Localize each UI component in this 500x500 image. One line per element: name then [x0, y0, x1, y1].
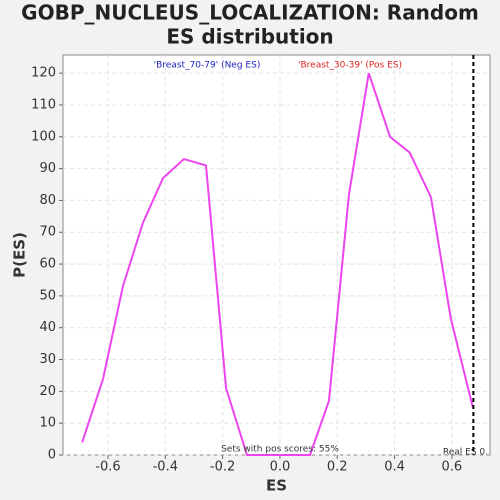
y-axis-label: P(ES)	[11, 232, 29, 278]
x-tick-label: 0.0	[270, 460, 291, 475]
y-tick-label: 10	[39, 416, 56, 431]
chart-title: ES distribution	[166, 25, 333, 49]
y-tick-label: 100	[31, 129, 56, 144]
y-tick-label: 50	[39, 288, 56, 303]
y-tick-label: 90	[39, 161, 56, 176]
x-tick-label: 0.4	[384, 460, 405, 475]
y-tick-label: 70	[39, 225, 56, 240]
x-tick-label: 0.2	[327, 460, 348, 475]
x-tick-label: -0.4	[153, 460, 178, 475]
y-tick-label: 60	[39, 257, 56, 272]
x-tick-label: -0.2	[210, 460, 235, 475]
legend-entry: 'Breast_70-79' (Neg ES)	[154, 61, 261, 71]
y-tick-label: 30	[39, 352, 56, 367]
annotation: Sets with pos scores: 55%	[221, 445, 339, 455]
y-tick-label: 120	[31, 66, 56, 81]
real-es-label: Real ES 0.	[443, 448, 488, 458]
y-tick-label: 20	[39, 384, 56, 399]
x-tick-label: 0.6	[442, 460, 463, 475]
x-tick-label: -0.6	[95, 460, 120, 475]
es-line	[81, 72, 474, 456]
y-tick-label: 110	[31, 97, 56, 112]
x-axis-label: ES	[266, 477, 287, 495]
y-tick-label: 40	[39, 320, 56, 335]
plot-area	[62, 54, 491, 456]
y-tick-label: 0	[48, 448, 56, 463]
legend-entry: 'Breast_30-39' (Pos ES)	[298, 61, 402, 71]
chart-title: GOBP_NUCLEUS_LOCALIZATION: Random	[21, 1, 479, 25]
y-tick-label: 80	[39, 193, 56, 208]
